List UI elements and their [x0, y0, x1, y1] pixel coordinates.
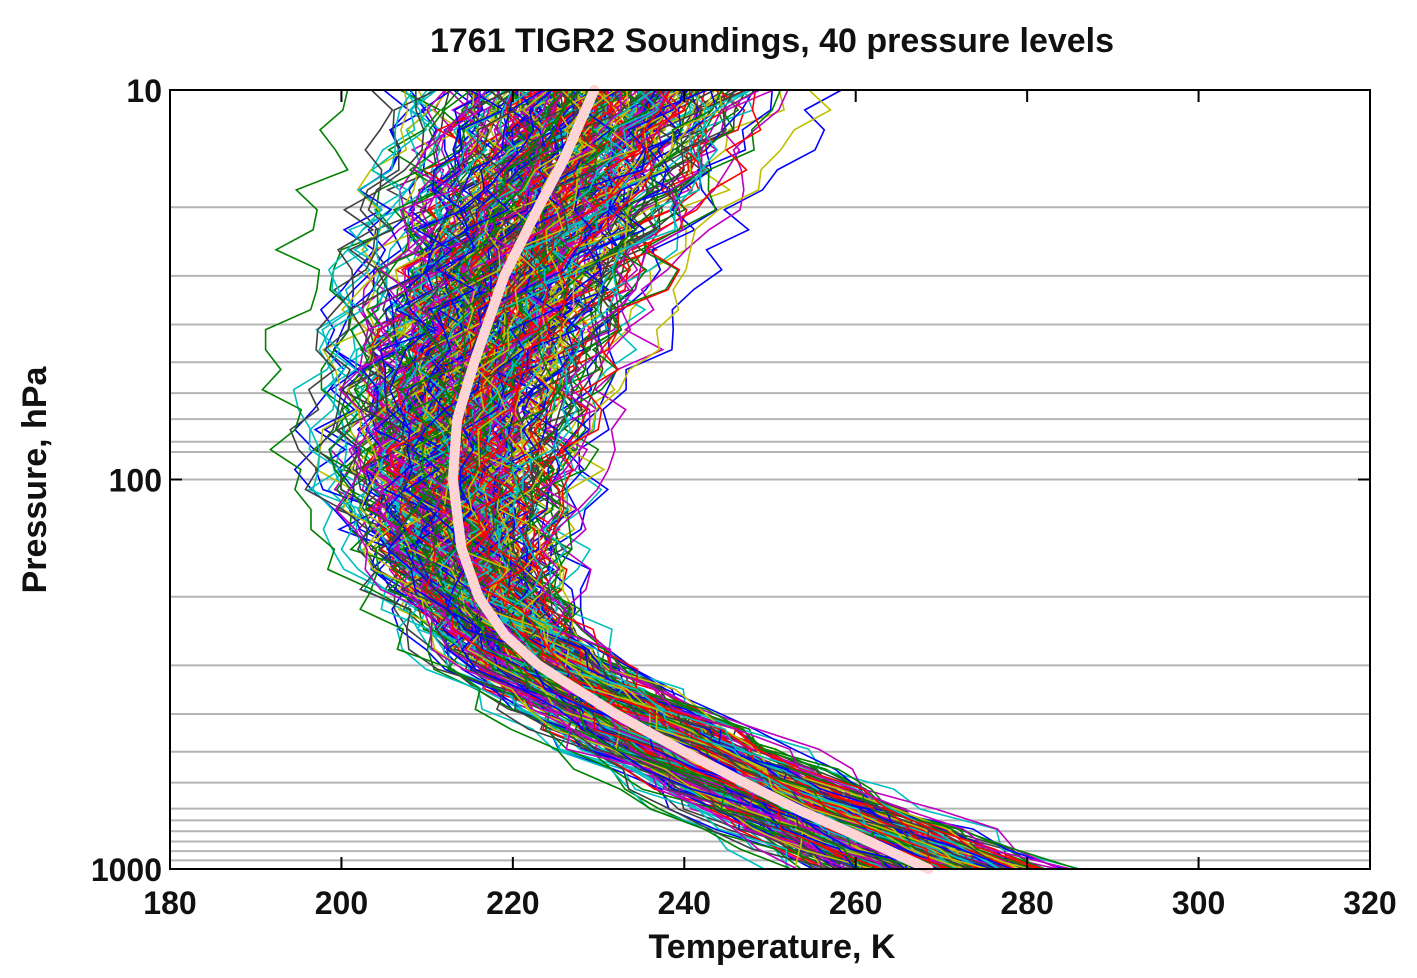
- sounding-line: [541, 89, 1006, 870]
- sounding-line: [385, 89, 905, 870]
- sounding-line: [497, 89, 964, 870]
- sounding-line: [490, 89, 1016, 870]
- sounding-line: [289, 89, 830, 870]
- x-tick-label: 280: [1000, 885, 1053, 921]
- sounding-line: [359, 89, 864, 870]
- x-axis-label: Temperature, K: [649, 928, 896, 966]
- sounding-line: [353, 89, 874, 870]
- y-tick-label: 100: [109, 463, 162, 499]
- chart-title: 1761 TIGR2 Soundings, 40 pressure levels: [430, 22, 1114, 60]
- y-axis-label: Pressure, hPa: [16, 366, 54, 594]
- sounding-line: [336, 89, 897, 870]
- sounding-line: [292, 89, 765, 870]
- y-tick-label: 10: [126, 73, 162, 109]
- mean-profile: [447, 85, 934, 874]
- axis-ticks: 180 200 220 240 260 280 300 320 10 100 1000: [91, 73, 1397, 921]
- sounding-line: [408, 89, 921, 870]
- y-tick-label: 1000: [91, 852, 162, 888]
- x-tick-label: 320: [1343, 885, 1396, 921]
- x-tick-label: 300: [1172, 885, 1225, 921]
- sounding-line: [457, 89, 963, 870]
- sounding-line: [539, 89, 1072, 870]
- sounding-line: [398, 89, 858, 870]
- sounding-line: [476, 89, 932, 870]
- sounding-line: [355, 89, 836, 870]
- sounding-line: [423, 89, 888, 870]
- x-tick-label: 240: [658, 885, 711, 921]
- x-tick-label: 220: [486, 885, 539, 921]
- sounding-line: [399, 89, 888, 870]
- sounding-line: [541, 89, 1000, 870]
- mean-profile-line: [447, 85, 934, 874]
- sounding-line: [528, 89, 1078, 870]
- sounding-line: [364, 89, 845, 870]
- sounding-line: [404, 89, 940, 870]
- sounding-line: [334, 89, 798, 870]
- x-tick-label: 180: [143, 885, 196, 921]
- x-tick-label: 260: [829, 885, 882, 921]
- sounding-line: [536, 89, 1038, 870]
- sounding-line: [418, 89, 898, 870]
- sounding-line: [562, 89, 1060, 870]
- sounding-line: [541, 89, 1064, 870]
- sounding-line: [387, 89, 881, 870]
- sounding-line: [508, 89, 957, 870]
- sounding-line: [512, 89, 995, 870]
- sounding-line: [261, 89, 792, 870]
- x-tick-label: 200: [315, 885, 368, 921]
- sounding-line: [518, 89, 998, 870]
- sounding-line: [538, 89, 1033, 870]
